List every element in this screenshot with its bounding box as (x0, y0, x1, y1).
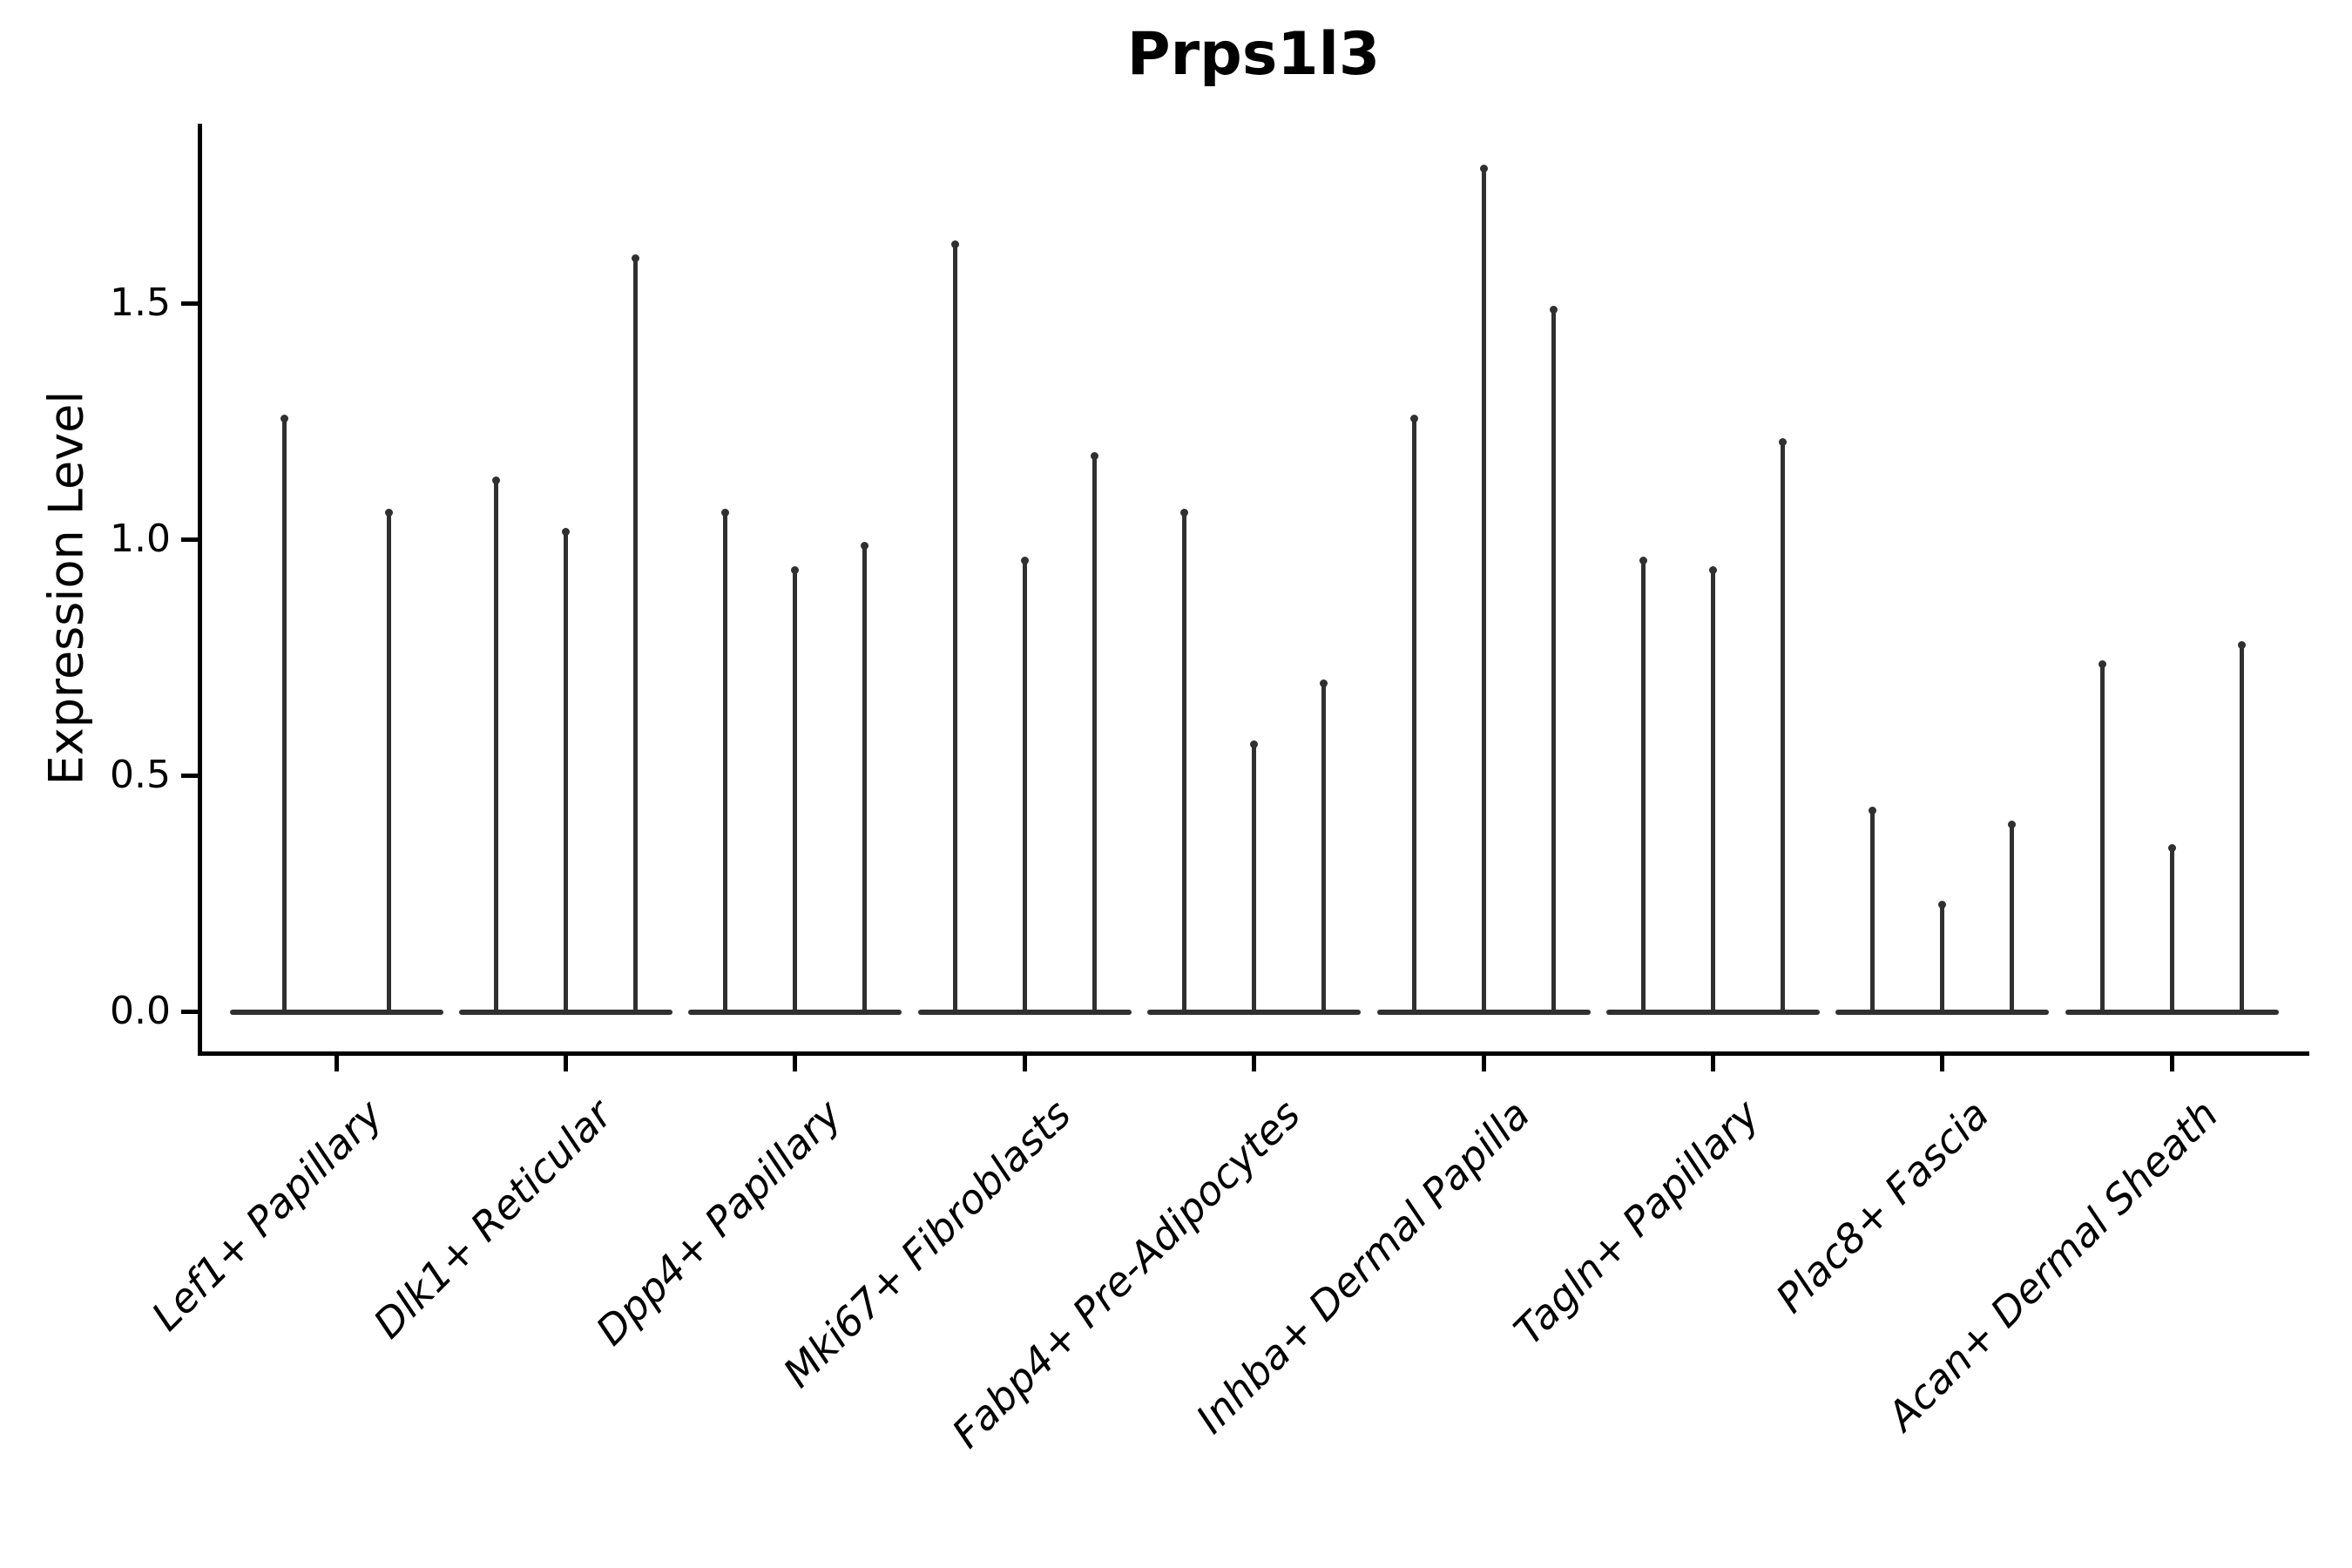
x-axis-spine (198, 1051, 2309, 1056)
violin-spike (1020, 557, 1029, 1011)
x-tick-mark (1940, 1056, 1945, 1071)
y-tick-label: 1.0 (110, 517, 171, 561)
y-axis-label: Expression Level (38, 390, 94, 786)
violin-base (458, 1010, 672, 1015)
violin-spike (384, 509, 393, 1011)
violin-spike (721, 509, 730, 1011)
violin-base (688, 1010, 902, 1015)
x-tick-label: Dlk1+ Reticular (363, 1091, 621, 1348)
violin-spike (1250, 740, 1259, 1011)
violin-spike (2237, 641, 2246, 1011)
violin-spike (861, 542, 869, 1011)
violin-spike (1778, 438, 1787, 1011)
violin-base (1835, 1010, 2050, 1015)
violin-spike (1938, 901, 1947, 1011)
violin-spike (1708, 566, 1717, 1011)
y-tick-mark (181, 1009, 198, 1014)
violin-spike (491, 476, 500, 1011)
x-tick-mark (563, 1056, 568, 1071)
x-tick-mark (793, 1056, 798, 1071)
y-tick-mark (181, 301, 198, 306)
violin-spike (1639, 557, 1647, 1011)
violin-spike (950, 240, 959, 1011)
violin-spike (2098, 660, 2106, 1011)
violin-spike (1320, 679, 1328, 1011)
violin-spike (280, 415, 288, 1011)
violin-spike (1409, 415, 1418, 1011)
violin-base (917, 1010, 1132, 1015)
x-tick-mark (1710, 1056, 1715, 1071)
chart-title: Prps1l3 (1126, 20, 1381, 89)
violin-base (229, 1010, 443, 1015)
violin-base (1147, 1010, 1362, 1015)
violin-spike (1090, 452, 1098, 1011)
y-tick-label: 0.5 (110, 753, 171, 797)
violin-spike (561, 528, 570, 1011)
y-tick-mark (181, 773, 198, 778)
y-tick-label: 1.5 (110, 280, 171, 325)
violin-spike (1869, 807, 1877, 1011)
violin-base (1605, 1010, 1820, 1015)
violin-spike (631, 254, 639, 1011)
x-tick-label: Plac8+ Fascia (1766, 1091, 1997, 1322)
x-tick-label: Lef1+ Papillary (142, 1091, 392, 1340)
violin-spike (1479, 165, 1488, 1011)
violin-spike (2167, 844, 2176, 1011)
y-tick-label: 0.0 (110, 989, 171, 1033)
x-tick-label: Tagln+ Papillary (1504, 1091, 1768, 1355)
violin-spike (2008, 821, 2017, 1011)
violin-spike (1549, 306, 1558, 1011)
y-tick-mark (181, 537, 198, 542)
x-tick-mark (1481, 1056, 1486, 1071)
x-tick-mark (1022, 1056, 1027, 1071)
x-tick-mark (2169, 1056, 2174, 1071)
violin-base (1376, 1010, 1591, 1015)
x-tick-mark (334, 1056, 339, 1071)
x-tick-label: Dpp4+ Papillary (586, 1091, 850, 1355)
violin-spike (791, 566, 800, 1011)
y-axis-spine (198, 124, 202, 1056)
x-tick-mark (1252, 1056, 1257, 1071)
violin-spike (1180, 509, 1189, 1011)
violin-base (2065, 1010, 2279, 1015)
